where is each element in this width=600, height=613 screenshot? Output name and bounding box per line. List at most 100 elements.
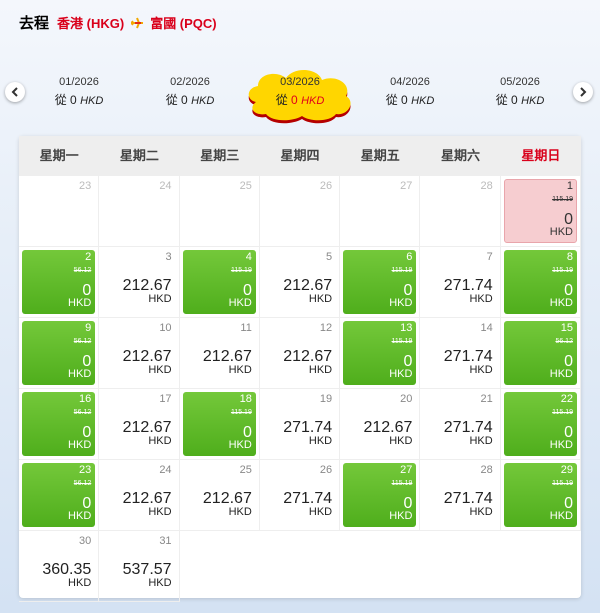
day-number: 12	[319, 322, 333, 334]
from-label: 從	[495, 93, 508, 107]
original-price: 115.19	[552, 267, 573, 274]
day-cell[interactable]: 11 212.67 HKD	[179, 318, 260, 389]
currency: HKD	[308, 506, 333, 518]
calendar: 星期一 星期二 星期三 星期四 星期五 星期六 星期日 23 24 25 26 27 28 1 115.19…	[19, 136, 581, 602]
fare: 0	[82, 353, 92, 370]
fare: 0	[82, 495, 92, 512]
day-number: 14	[480, 322, 493, 334]
original-price: 115.19	[230, 409, 252, 416]
day-cell[interactable]: 28 271.74 HKD	[420, 460, 501, 531]
day-cell[interactable]: 27 115.19 0 HKD	[340, 460, 421, 531]
fare: 271.74	[283, 419, 333, 436]
day-cell[interactable]: 8 115.19 0 HKD	[500, 247, 581, 318]
currency: HKD	[469, 293, 493, 305]
day-number: 29	[560, 464, 573, 476]
month-tab[interactable]: 03/2026 從 0 HKD	[245, 74, 355, 114]
month-tab[interactable]: 02/2026 從 0 HKD	[135, 74, 245, 114]
day-cell[interactable]: 25 212.67 HKD	[179, 460, 260, 531]
day-cell[interactable]: 13 115.19 0 HKD	[340, 318, 421, 389]
month-tab[interactable]: 05/2026 從 0 HKD	[465, 74, 575, 114]
currency: HKD	[411, 95, 435, 107]
day-cell[interactable]: 24 212.67 HKD	[99, 460, 180, 531]
day-cell[interactable]: 21 271.74 HKD	[420, 389, 501, 460]
cell-bg	[182, 250, 256, 314]
day-cell[interactable]: 14 271.74 HKD	[420, 318, 501, 389]
weekday: 星期二	[99, 136, 180, 176]
price: 0	[70, 93, 77, 107]
day-cell[interactable]: 4 115.19 0 HKD	[179, 247, 260, 318]
currency: HKD	[469, 364, 493, 376]
day-number: 16	[79, 393, 92, 405]
next-icon	[580, 87, 587, 97]
prev-month[interactable]	[5, 82, 25, 102]
fare: 0	[242, 282, 252, 299]
currency: HKD	[68, 510, 92, 522]
currency: HKD	[469, 506, 493, 518]
day-cell[interactable]: 29 115.19 0 HKD	[500, 460, 581, 531]
price: 0	[401, 93, 408, 107]
day-cell[interactable]: 9 56.12 0 HKD	[19, 318, 100, 389]
from-label: 從	[54, 93, 67, 107]
next-month[interactable]	[573, 82, 593, 102]
price: 0	[181, 93, 188, 107]
day-cell[interactable]: 6 115.19 0 HKD	[340, 247, 421, 318]
day-cell[interactable]: 26 271.74 HKD	[259, 460, 341, 531]
day-cell[interactable]: 18 115.19 0 HKD	[179, 389, 260, 460]
currency: HKD	[521, 95, 545, 107]
day-number: 28	[480, 180, 493, 192]
destination: 富國 (PQC)	[150, 16, 217, 31]
currency: HKD	[80, 95, 104, 107]
month-label: 05/2026	[500, 76, 540, 88]
fare: 0	[403, 353, 413, 370]
day-cell[interactable]: 16 56.12 0 HKD	[19, 389, 100, 460]
day-number: 2	[85, 251, 92, 263]
month-tab[interactable]: 04/2026 從 0 HKD	[355, 74, 465, 114]
currency: HKD	[549, 226, 573, 238]
cell-bg	[22, 463, 96, 527]
day-number: 21	[480, 393, 493, 405]
origin: 香港 (HKG)	[57, 16, 125, 31]
currency: HKD	[308, 364, 333, 376]
day-cell[interactable]: 30 360.35 HKD	[19, 531, 100, 602]
original-price: 115.19	[552, 480, 573, 487]
day-cell[interactable]: 7 271.74 HKD	[420, 247, 501, 318]
fare: 0	[564, 282, 573, 299]
day-cell[interactable]: 22 115.19 0 HKD	[500, 389, 581, 460]
day-cell[interactable]: 15 56.12 0 HKD	[500, 318, 581, 389]
price: 0	[291, 93, 298, 107]
day-number: 15	[560, 322, 573, 334]
day-cell[interactable]: 1 115.19 0 HKD	[500, 176, 581, 247]
day-cell[interactable]: 2 56.12 0 HKD	[19, 247, 100, 318]
currency: HKD	[148, 293, 172, 305]
day-cell[interactable]: 10 212.67 HKD	[99, 318, 180, 389]
currency: HKD	[68, 439, 92, 451]
cell-bg	[503, 179, 577, 243]
fare: 0	[403, 282, 413, 299]
day-cell[interactable]: 5 212.67 HKD	[259, 247, 341, 318]
day-cell[interactable]: 3 212.67 HKD	[99, 247, 180, 318]
cell-bg	[343, 250, 417, 314]
day-cell[interactable]: 31 537.57 HKD	[99, 531, 180, 602]
currency: HKD	[228, 439, 252, 451]
month-tab[interactable]: 01/2026 從 0 HKD	[24, 74, 134, 114]
day-number: 27	[400, 180, 413, 192]
fare: 271.74	[283, 490, 333, 507]
day-cell[interactable]: 23 56.12 0 HKD	[19, 460, 100, 531]
day-number: 24	[159, 464, 172, 476]
currency: HKD	[191, 95, 215, 107]
day-cell[interactable]: 12 212.67 HKD	[259, 318, 341, 389]
cell-bg	[343, 463, 417, 527]
day-cell[interactable]: 20 212.67 HKD	[340, 389, 421, 460]
currency: HKD	[228, 506, 252, 518]
day-number: 11	[240, 322, 252, 334]
fare: 212.67	[283, 348, 333, 365]
day-cell: 26	[259, 176, 341, 247]
fare: 212.67	[202, 490, 252, 507]
day-cell[interactable]: 17 212.67 HKD	[99, 389, 180, 460]
day-cell[interactable]: 19 271.74 HKD	[259, 389, 341, 460]
day-number: 6	[406, 251, 413, 263]
currency: HKD	[148, 577, 172, 589]
from-label: 從	[385, 93, 398, 107]
cell-bg	[22, 392, 96, 456]
original-price: 115.19	[230, 267, 252, 274]
